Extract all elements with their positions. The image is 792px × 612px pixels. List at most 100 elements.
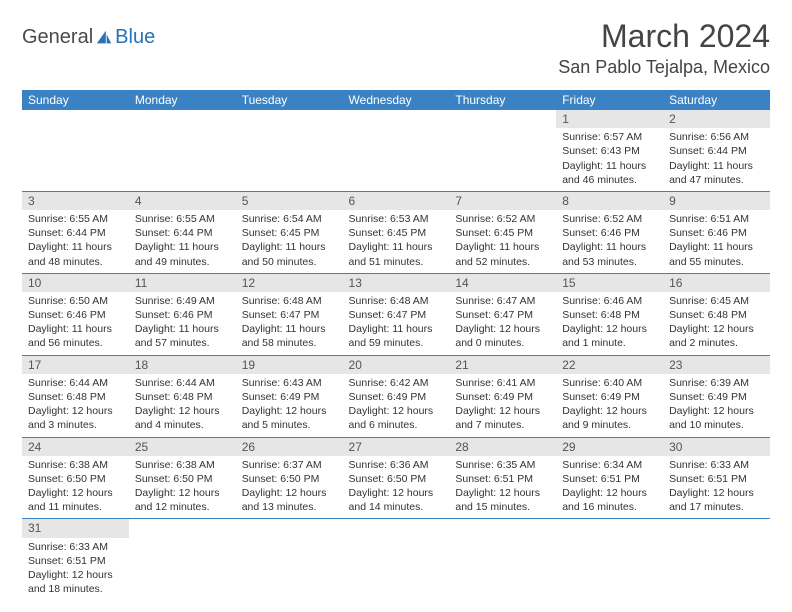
cell-line: and 59 minutes.: [349, 336, 444, 350]
calendar-cell: [343, 519, 450, 600]
calendar-cell: 18Sunrise: 6:44 AMSunset: 6:48 PMDayligh…: [129, 355, 236, 437]
calendar-cell: 6Sunrise: 6:53 AMSunset: 6:45 PMDaylight…: [343, 191, 450, 273]
calendar-cell: [129, 519, 236, 600]
day-number: 18: [129, 356, 236, 374]
weekday-header: Monday: [129, 90, 236, 110]
cell-line: Daylight: 12 hours: [562, 404, 657, 418]
cell-line: Daylight: 11 hours: [135, 322, 230, 336]
cell-line: Daylight: 12 hours: [455, 486, 550, 500]
cell-line: Sunset: 6:45 PM: [349, 226, 444, 240]
day-number: 2: [663, 110, 770, 128]
cell-line: Daylight: 11 hours: [669, 159, 764, 173]
cell-line: Sunset: 6:46 PM: [28, 308, 123, 322]
cell-line: Sunset: 6:50 PM: [28, 472, 123, 486]
calendar-cell: 25Sunrise: 6:38 AMSunset: 6:50 PMDayligh…: [129, 437, 236, 519]
sail-icon: [95, 29, 113, 47]
cell-line: Daylight: 11 hours: [562, 159, 657, 173]
day-number: 10: [22, 274, 129, 292]
calendar-week: 1Sunrise: 6:57 AMSunset: 6:43 PMDaylight…: [22, 110, 770, 191]
cell-line: and 16 minutes.: [562, 500, 657, 514]
calendar-cell: 20Sunrise: 6:42 AMSunset: 6:49 PMDayligh…: [343, 355, 450, 437]
cell-line: and 56 minutes.: [28, 336, 123, 350]
day-number: 5: [236, 192, 343, 210]
cell-line: Sunset: 6:47 PM: [455, 308, 550, 322]
cell-line: Sunrise: 6:55 AM: [28, 212, 123, 226]
calendar-cell: 19Sunrise: 6:43 AMSunset: 6:49 PMDayligh…: [236, 355, 343, 437]
cell-line: Daylight: 11 hours: [349, 322, 444, 336]
calendar-cell: [343, 110, 450, 191]
cell-line: Sunrise: 6:41 AM: [455, 376, 550, 390]
cell-line: Daylight: 12 hours: [669, 404, 764, 418]
cell-line: Sunset: 6:47 PM: [242, 308, 337, 322]
cell-line: Sunrise: 6:48 AM: [349, 294, 444, 308]
calendar-cell: [236, 110, 343, 191]
calendar-cell: 4Sunrise: 6:55 AMSunset: 6:44 PMDaylight…: [129, 191, 236, 273]
calendar-week: 10Sunrise: 6:50 AMSunset: 6:46 PMDayligh…: [22, 273, 770, 355]
cell-line: and 46 minutes.: [562, 173, 657, 187]
calendar-cell: [449, 519, 556, 600]
cell-line: Sunrise: 6:51 AM: [669, 212, 764, 226]
calendar-week: 24Sunrise: 6:38 AMSunset: 6:50 PMDayligh…: [22, 437, 770, 519]
calendar-cell: 11Sunrise: 6:49 AMSunset: 6:46 PMDayligh…: [129, 273, 236, 355]
cell-line: Sunset: 6:51 PM: [669, 472, 764, 486]
cell-line: Sunrise: 6:34 AM: [562, 458, 657, 472]
cell-line: Daylight: 12 hours: [242, 404, 337, 418]
cell-line: and 47 minutes.: [669, 173, 764, 187]
calendar-cell: [22, 110, 129, 191]
day-number: 4: [129, 192, 236, 210]
cell-line: Sunrise: 6:44 AM: [135, 376, 230, 390]
cell-line: and 52 minutes.: [455, 255, 550, 269]
calendar-cell: 15Sunrise: 6:46 AMSunset: 6:48 PMDayligh…: [556, 273, 663, 355]
calendar-week: 17Sunrise: 6:44 AMSunset: 6:48 PMDayligh…: [22, 355, 770, 437]
day-number: 8: [556, 192, 663, 210]
cell-line: Daylight: 12 hours: [28, 486, 123, 500]
calendar-header-row: Sunday Monday Tuesday Wednesday Thursday…: [22, 90, 770, 110]
calendar-cell: [449, 110, 556, 191]
cell-line: Daylight: 12 hours: [28, 404, 123, 418]
cell-line: Daylight: 12 hours: [669, 322, 764, 336]
weekday-header: Wednesday: [343, 90, 450, 110]
cell-line: Daylight: 12 hours: [349, 404, 444, 418]
cell-line: and 9 minutes.: [562, 418, 657, 432]
calendar-cell: 2Sunrise: 6:56 AMSunset: 6:44 PMDaylight…: [663, 110, 770, 191]
day-number: 31: [22, 519, 129, 537]
day-number: [663, 519, 770, 521]
day-number: 7: [449, 192, 556, 210]
cell-line: and 58 minutes.: [242, 336, 337, 350]
cell-line: and 5 minutes.: [242, 418, 337, 432]
day-number: 3: [22, 192, 129, 210]
cell-line: Sunset: 6:49 PM: [349, 390, 444, 404]
cell-line: Sunrise: 6:38 AM: [135, 458, 230, 472]
cell-line: Sunset: 6:48 PM: [562, 308, 657, 322]
cell-line: Daylight: 11 hours: [135, 240, 230, 254]
cell-line: Sunrise: 6:52 AM: [562, 212, 657, 226]
title-block: March 2024 San Pablo Tejalpa, Mexico: [558, 18, 770, 82]
cell-line: and 12 minutes.: [135, 500, 230, 514]
cell-line: and 2 minutes.: [669, 336, 764, 350]
cell-line: Daylight: 11 hours: [669, 240, 764, 254]
cell-line: and 14 minutes.: [349, 500, 444, 514]
cell-line: and 55 minutes.: [669, 255, 764, 269]
calendar-cell: 23Sunrise: 6:39 AMSunset: 6:49 PMDayligh…: [663, 355, 770, 437]
cell-line: Sunrise: 6:40 AM: [562, 376, 657, 390]
cell-line: and 17 minutes.: [669, 500, 764, 514]
calendar-table: Sunday Monday Tuesday Wednesday Thursday…: [22, 90, 770, 600]
day-number: 19: [236, 356, 343, 374]
calendar-cell: [556, 519, 663, 600]
cell-line: Sunset: 6:49 PM: [562, 390, 657, 404]
cell-line: Sunset: 6:50 PM: [135, 472, 230, 486]
cell-line: Daylight: 11 hours: [28, 240, 123, 254]
calendar-week: 31Sunrise: 6:33 AMSunset: 6:51 PMDayligh…: [22, 519, 770, 600]
cell-line: Sunset: 6:51 PM: [455, 472, 550, 486]
cell-line: Sunrise: 6:53 AM: [349, 212, 444, 226]
calendar-cell: [236, 519, 343, 600]
cell-line: Sunrise: 6:33 AM: [669, 458, 764, 472]
calendar-cell: [129, 110, 236, 191]
calendar-cell: 24Sunrise: 6:38 AMSunset: 6:50 PMDayligh…: [22, 437, 129, 519]
calendar-cell: 7Sunrise: 6:52 AMSunset: 6:45 PMDaylight…: [449, 191, 556, 273]
day-number: 21: [449, 356, 556, 374]
cell-line: Sunrise: 6:46 AM: [562, 294, 657, 308]
calendar-cell: 26Sunrise: 6:37 AMSunset: 6:50 PMDayligh…: [236, 437, 343, 519]
cell-line: Sunrise: 6:44 AM: [28, 376, 123, 390]
cell-line: Sunrise: 6:37 AM: [242, 458, 337, 472]
